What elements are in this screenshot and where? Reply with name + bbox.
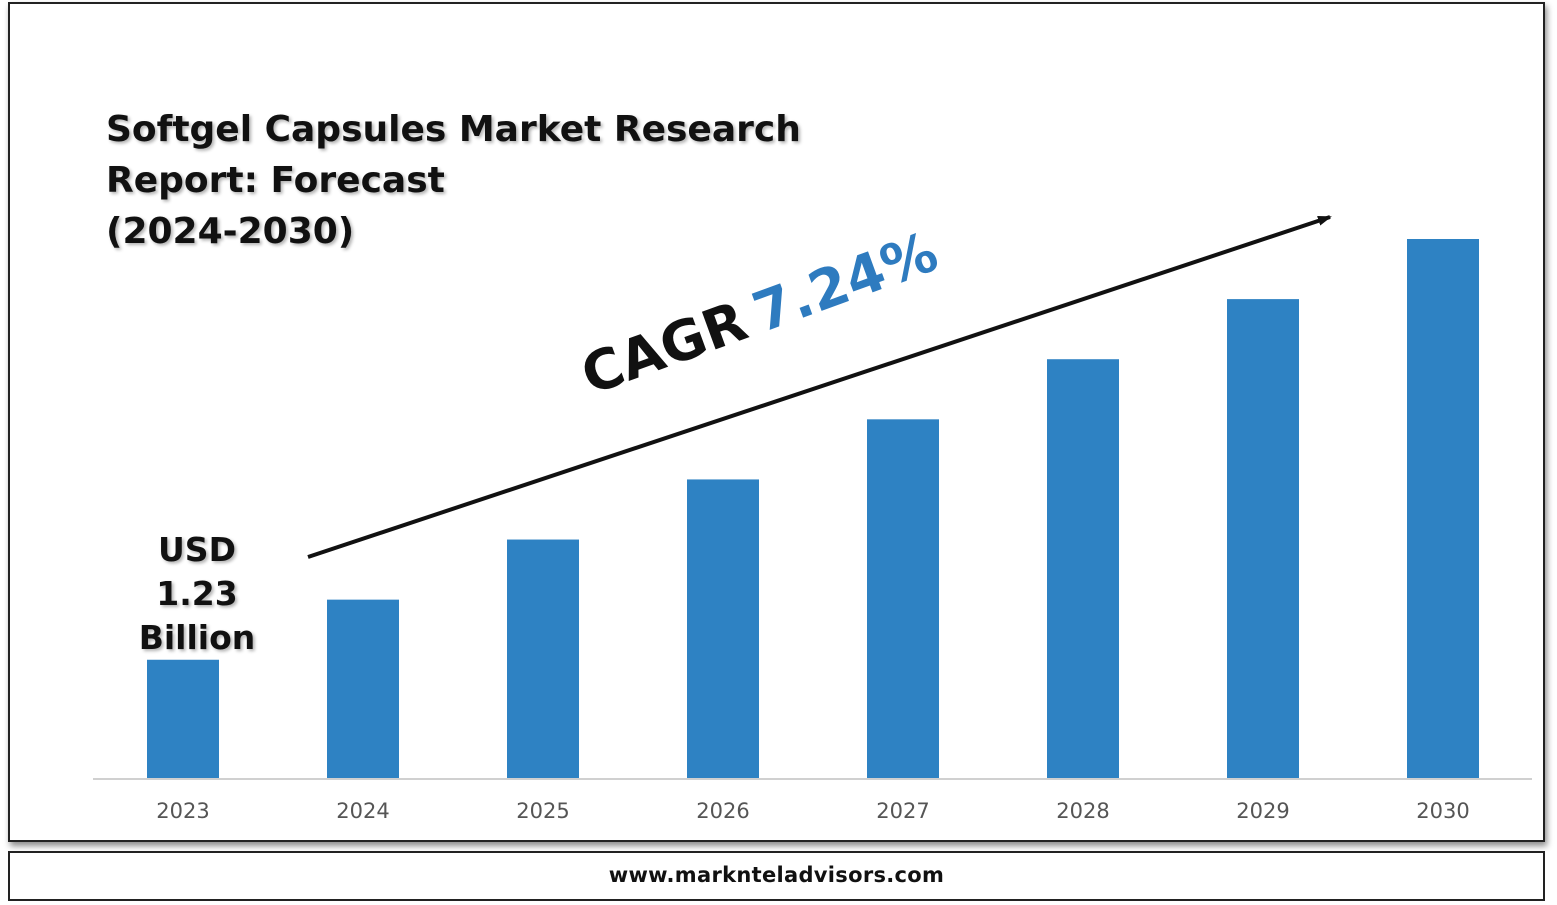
base-value-annotation: USD 1.23 Billion: [122, 528, 272, 660]
bar-2025: [507, 539, 579, 779]
x-tick-2028: 2028: [1056, 799, 1109, 823]
trend-arrow: [307, 215, 1332, 559]
bar-2024: [327, 599, 399, 779]
bar-2023: [147, 659, 219, 779]
x-tick-2026: 2026: [696, 799, 749, 823]
title-line-1: Softgel Capsules Market Research: [106, 109, 801, 150]
bar-2028: [1047, 359, 1119, 779]
x-tick-2025: 2025: [516, 799, 569, 823]
bar-2029: [1227, 299, 1299, 779]
title-line-3: (2024-2030): [106, 211, 355, 252]
annotation-line-3: Billion: [138, 618, 256, 657]
title-line-2: Report: Forecast: [106, 160, 445, 201]
x-tick-2030: 2030: [1416, 799, 1469, 823]
bar-2026: [687, 479, 759, 779]
x-tick-2023: 2023: [156, 799, 209, 823]
annotation-line-1: USD: [158, 530, 236, 569]
annotation-line-2: 1.23: [156, 574, 238, 613]
x-tick-2029: 2029: [1236, 799, 1289, 823]
chart-title: Softgel Capsules Market Research Report:…: [106, 104, 801, 257]
bar-2030: [1407, 239, 1479, 779]
x-tick-2027: 2027: [876, 799, 929, 823]
bar-2027: [867, 419, 939, 779]
x-tick-2024: 2024: [336, 799, 389, 823]
footer: www.marknteladvisors.com: [8, 851, 1545, 901]
footer-url: www.marknteladvisors.com: [608, 863, 945, 887]
